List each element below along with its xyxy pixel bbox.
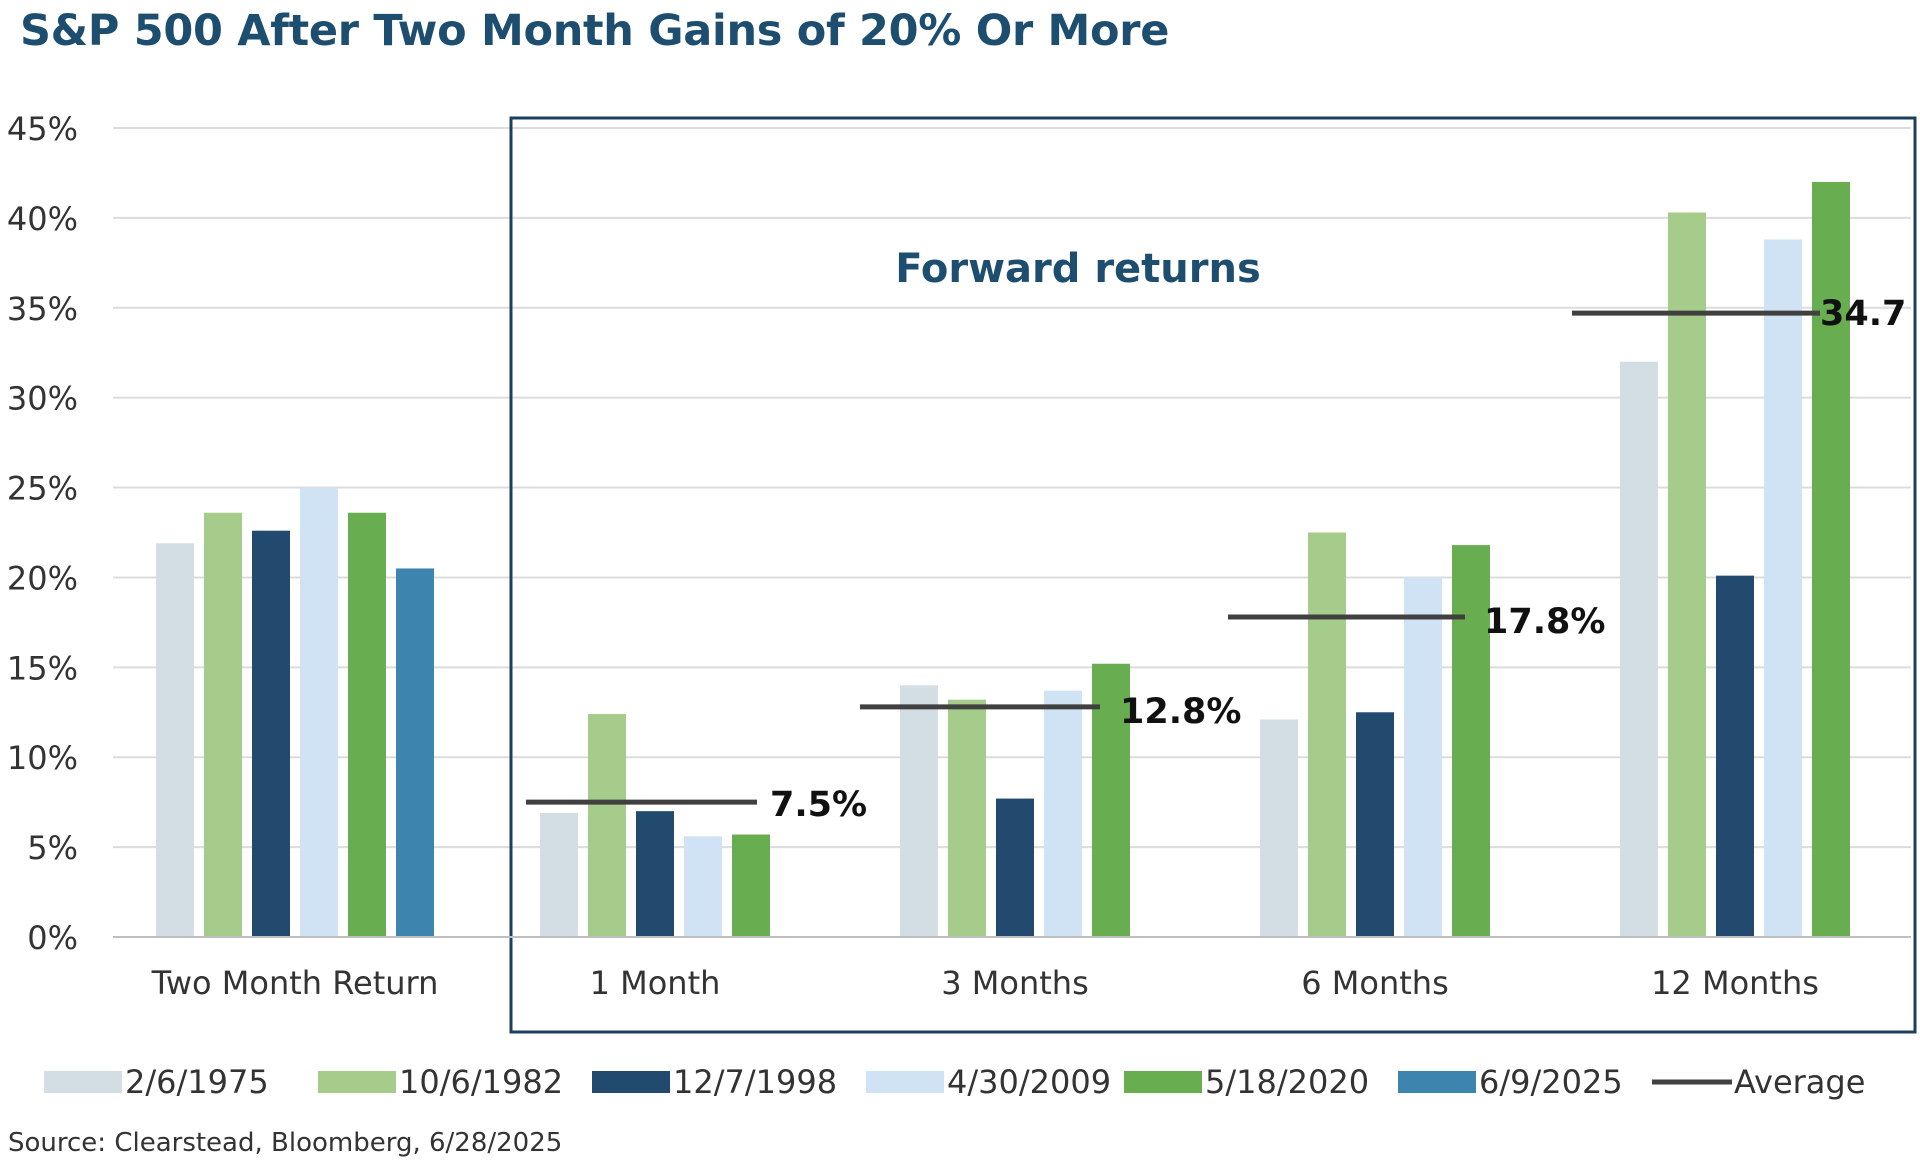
bar [1452,545,1490,937]
bar [1620,361,1658,937]
bar [732,834,770,937]
y-tick-label: 40% [7,200,78,238]
bar [1356,712,1394,937]
legend-swatch [1124,1071,1202,1093]
bar [204,512,242,937]
forward-returns-box [509,116,1917,1034]
legend-label: 2/6/1975 [125,1063,269,1101]
bar [540,812,578,937]
forward-returns-label: Forward returns [895,246,1261,292]
legend-swatch [44,1071,122,1093]
y-tick-label: 25% [7,470,78,508]
y-tick-label: 15% [7,649,78,687]
legend-label: 6/9/2025 [1479,1063,1623,1101]
legend-swatch [592,1071,670,1093]
legend-label: 5/18/2020 [1205,1063,1369,1101]
source-note: Source: Clearstead, Bloomberg, 6/28/2025 [8,1128,563,1158]
bar [900,685,938,937]
average-lines: 7.5% 12.8% 17.8% 34.7 [526,294,1906,825]
bars [156,181,1850,938]
bar [252,530,290,937]
x-category-label: 1 Month [590,964,721,1002]
average-label: 17.8% [1484,602,1605,642]
x-axis-category-labels: Two Month Return 1 Month 3 Months 6 Months 1… [151,964,1819,1002]
y-tick-label: 0% [27,919,78,957]
y-tick-label: 45% [7,110,78,148]
bar [684,836,722,937]
bar [1260,719,1298,937]
bar [1812,181,1850,937]
average-label: 12.8% [1120,692,1241,732]
legend-swatch [1398,1071,1476,1093]
legend-swatch [318,1071,396,1093]
x-category-label: 6 Months [1301,964,1449,1002]
bar [156,543,194,937]
legend-label: 4/30/2009 [947,1063,1111,1101]
bar [348,512,386,937]
y-tick-label: 10% [7,739,78,777]
bar [1668,212,1706,938]
bar [1308,532,1346,937]
bar [1716,575,1754,937]
bar [636,811,674,937]
x-category-label: 12 Months [1651,964,1819,1002]
bar [300,487,338,937]
y-tick-label: 35% [7,290,78,328]
legend: 2/6/1975 10/6/1982 12/7/1998 4/30/2009 5/18/… [44,1063,1865,1101]
average-label: 34.7 [1820,294,1906,334]
legend-swatch [866,1071,944,1093]
bar [1044,690,1082,937]
y-tick-label: 5% [27,829,78,867]
bar [948,699,986,937]
bar [396,568,434,937]
bar [588,714,626,937]
x-category-label: Two Month Return [151,964,439,1002]
y-tick-label: 30% [7,380,78,418]
legend-label: 10/6/1982 [399,1063,563,1101]
x-category-label: 3 Months [941,964,1089,1002]
bar [1764,239,1802,937]
y-axis-tick-labels: 0% 5% 10% 15% 20% 25% 30% 35% 40% 45% [7,110,78,957]
bar [996,798,1034,937]
bar [1404,577,1442,937]
average-label: 7.5% [770,785,867,825]
chart-title: S&P 500 After Two Month Gains of 20% Or … [20,6,1170,56]
legend-label: 12/7/1998 [673,1063,837,1101]
legend-label: Average [1734,1063,1865,1101]
y-tick-label: 20% [7,559,78,597]
